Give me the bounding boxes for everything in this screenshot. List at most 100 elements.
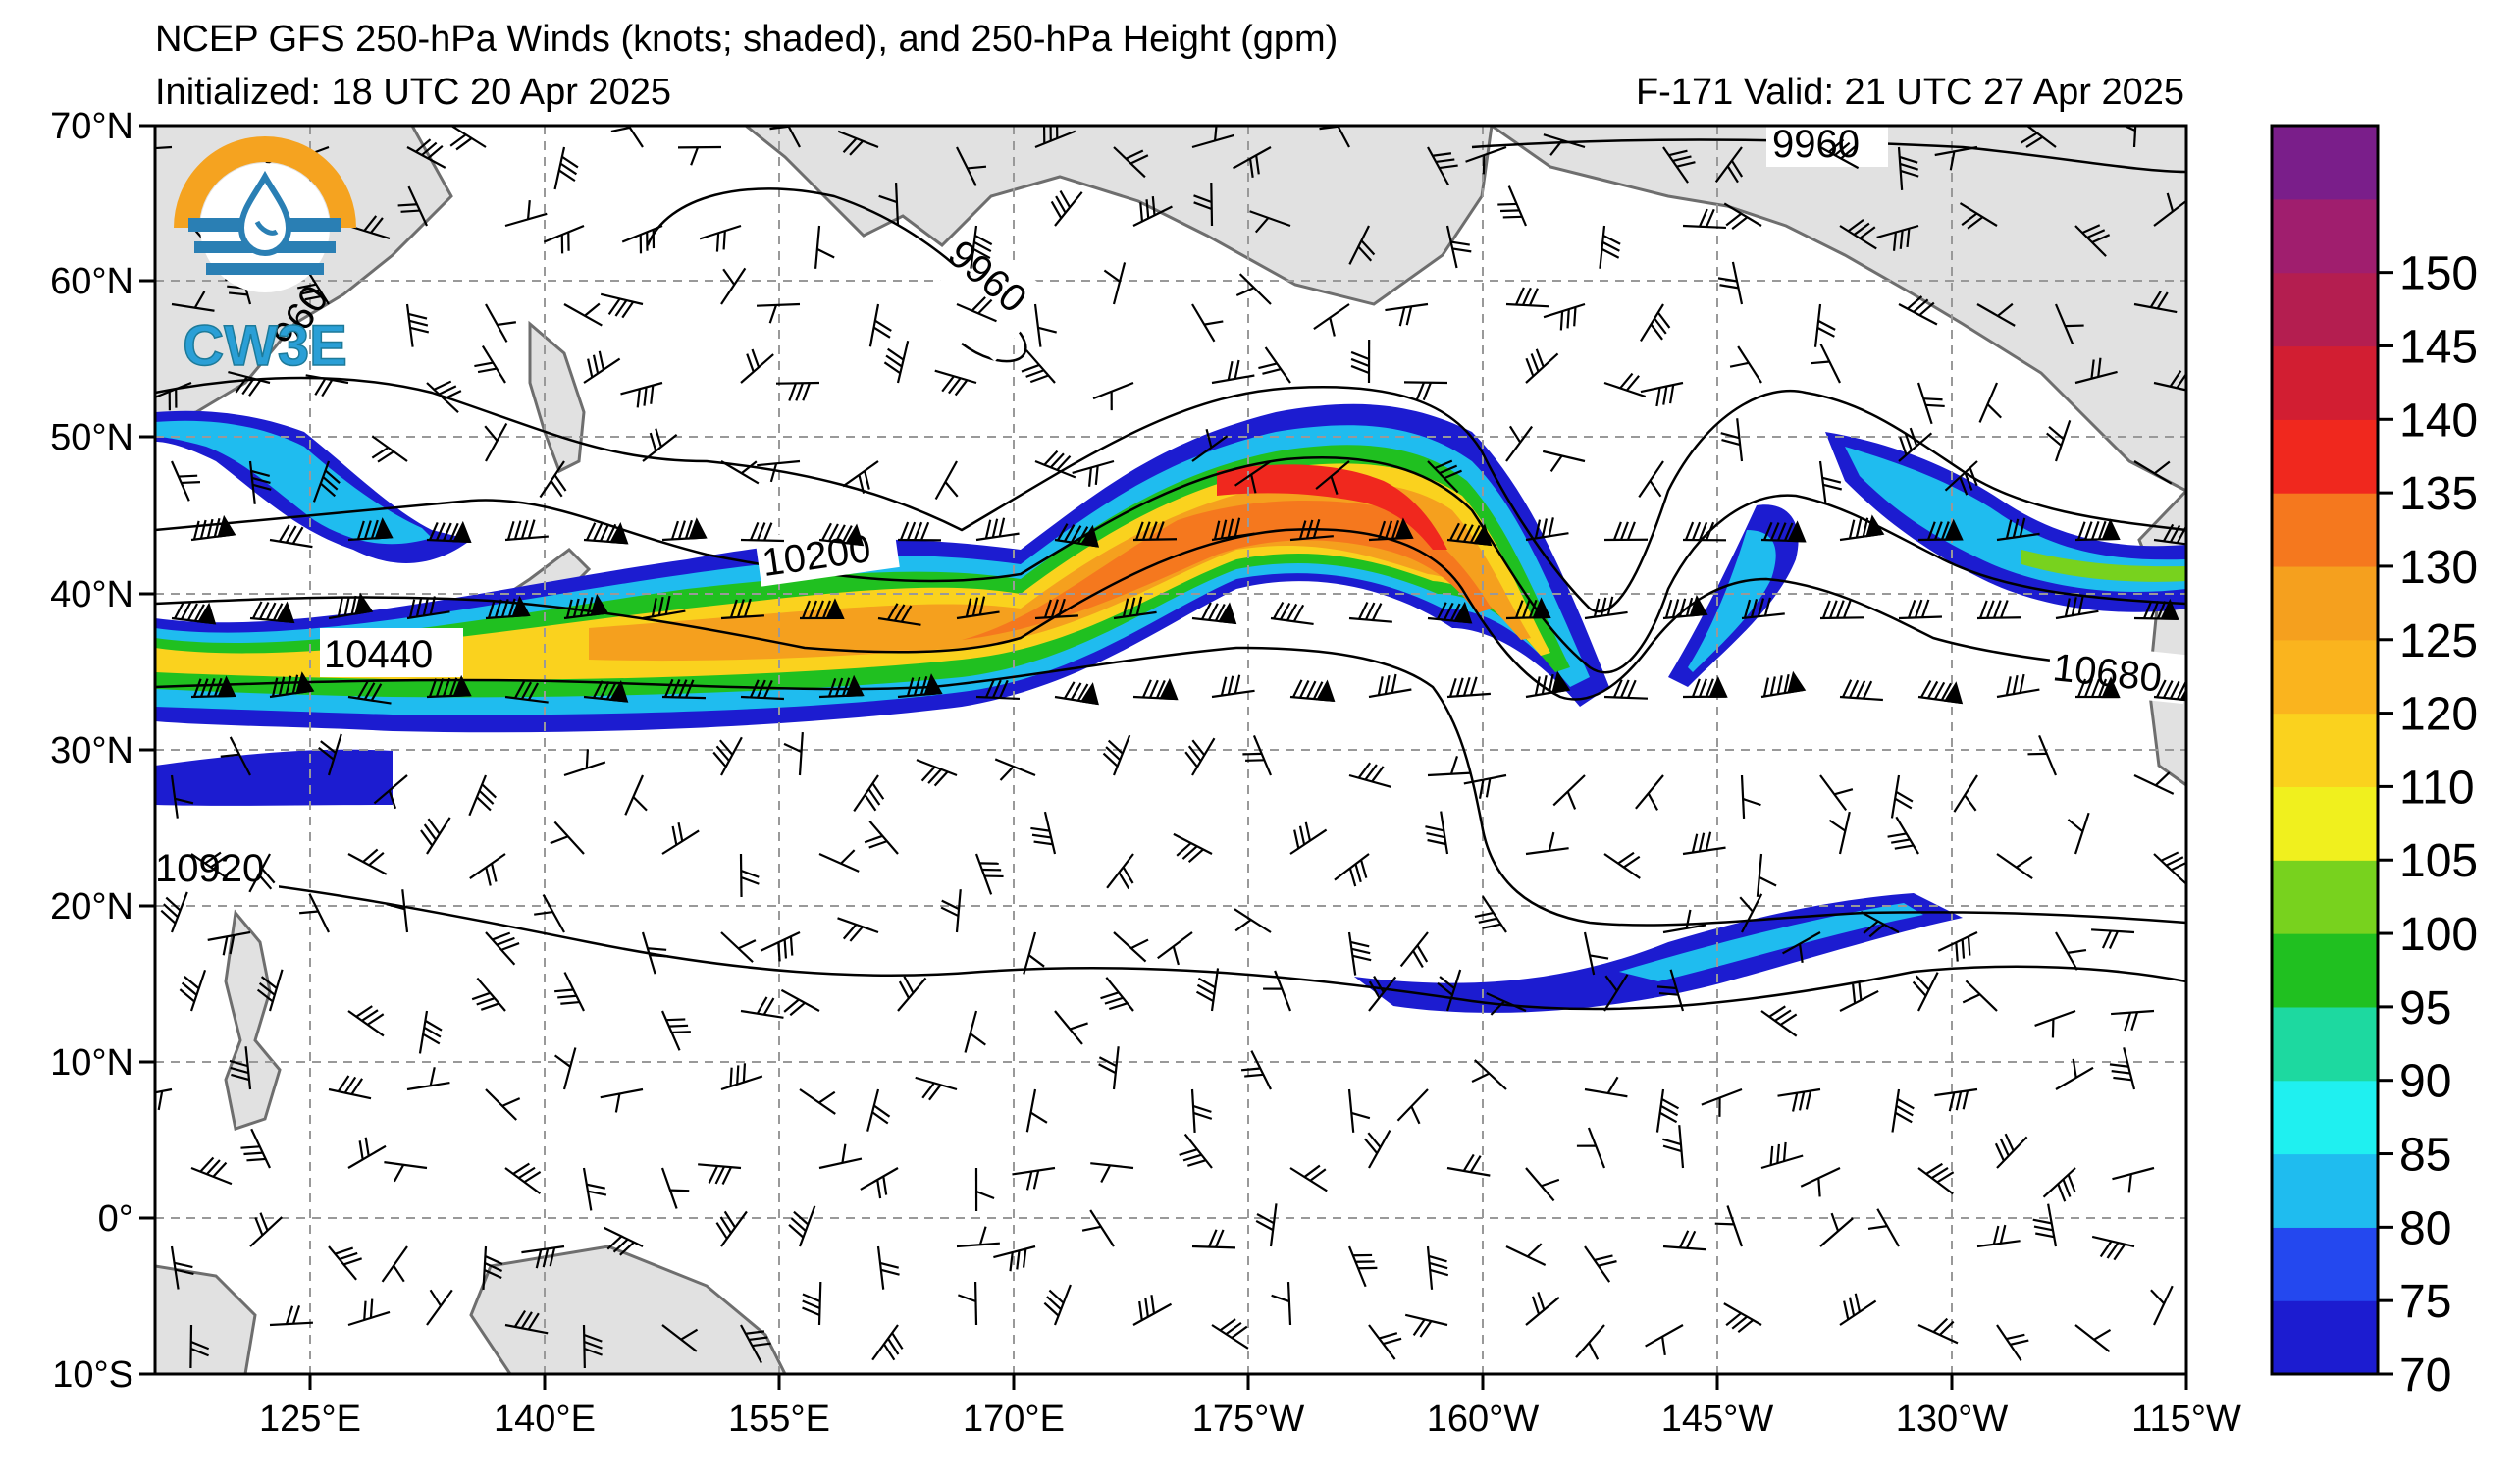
wind-barb (993, 1245, 1036, 1272)
wind-barb (1640, 381, 1684, 407)
wind-barb (1655, 1088, 1680, 1133)
wind-barb (1427, 146, 1458, 186)
wind-barb (2074, 224, 2111, 257)
lat-label: 10°S (52, 1354, 133, 1396)
wind-barb (170, 460, 201, 502)
lon-label: 160°W (1427, 1399, 1540, 1440)
wind-barb (720, 931, 757, 963)
wind-barb (897, 521, 942, 542)
lon-label: 145°W (1661, 1399, 1774, 1440)
wind-barb (1191, 303, 1224, 343)
wind-barb (1525, 1292, 1560, 1326)
wind-barb (550, 821, 585, 855)
wind-barb (1211, 359, 1255, 385)
wind-barb (1917, 679, 1964, 705)
wind-barb (1054, 681, 1099, 706)
wind-barb (1525, 670, 1571, 699)
wind-barb (720, 598, 764, 620)
wind-barb (1525, 517, 1569, 542)
lon-label: 140°E (494, 1399, 596, 1440)
wind-barb (1819, 138, 1860, 170)
wind-barb (720, 267, 747, 305)
wind-barb (1603, 974, 1629, 1012)
wind-barb (975, 517, 1020, 542)
wind-barb (249, 1212, 283, 1247)
wind-barb (170, 774, 194, 819)
colorbar-swatch (2272, 786, 2378, 861)
wind-barb (956, 146, 987, 186)
wind-barb (1132, 521, 1178, 542)
wind-barb (740, 521, 785, 543)
wind-barb (818, 522, 865, 547)
wind-barb (1404, 1313, 1448, 1338)
lat-label: 10°N (50, 1042, 133, 1084)
wind-barb (661, 517, 708, 542)
wind-barb (934, 460, 959, 501)
wind-barb (1505, 597, 1551, 620)
wind-barb (1437, 969, 1462, 1012)
land-kamchatka (528, 320, 586, 474)
wind-barb (1098, 1046, 1120, 1090)
wind-barb (916, 759, 958, 787)
wind-barb (563, 594, 609, 620)
logo-orange-arc (174, 136, 356, 229)
wind-barb (2074, 1324, 2112, 1352)
init-time: Initialized: 18 UTC 20 Apr 2025 (155, 72, 671, 113)
land-new-guinea (469, 1245, 787, 1374)
wind-barb (1760, 1141, 1804, 1170)
wind-barb (1917, 1317, 1959, 1345)
wind-barb (1270, 601, 1314, 626)
wind-barb (1682, 521, 1727, 542)
wind-barb (600, 292, 644, 319)
wind-barb (1525, 831, 1569, 856)
wind-barb (660, 1010, 691, 1051)
land-indonesia (155, 1264, 257, 1374)
wind-barb (405, 303, 430, 347)
wind-barb (1090, 1162, 1134, 1183)
wind-barb (1505, 425, 1533, 462)
wind-barb (897, 673, 943, 699)
wind-barb (2150, 1285, 2174, 1326)
colorbar-swatch (2272, 565, 2378, 641)
wind-barb (381, 1245, 408, 1283)
wind-barb (642, 428, 678, 462)
wind-barb (1034, 126, 1076, 149)
wind-barb (780, 988, 820, 1017)
wind-barb (1662, 909, 1706, 934)
colorbar-swatch (2272, 713, 2378, 788)
wind-barb (698, 1163, 742, 1185)
wind-barb (739, 853, 760, 898)
wind-barb (864, 820, 899, 855)
wind-barb (1092, 381, 1134, 411)
colorbar-swatch (2272, 639, 2378, 715)
wind-barb (553, 1047, 577, 1090)
colorbar-swatch (2272, 419, 2378, 494)
logo-text: CW3E (183, 314, 347, 378)
wind-barb (1249, 210, 1291, 234)
wind-barb (1334, 853, 1370, 887)
wind-barb (677, 145, 722, 166)
wind-barb (2067, 812, 2090, 855)
jet-subtropical-85kt (1619, 903, 1923, 981)
colorbar-swatch (2272, 493, 2378, 567)
wind-barb (1255, 1203, 1278, 1247)
lon-label: 170°E (963, 1399, 1065, 1440)
wind-barb (1819, 1212, 1854, 1247)
wind-barb (799, 1088, 836, 1115)
wind-barb (482, 1245, 503, 1290)
wind-barb (563, 302, 603, 327)
lat-label: 0° (98, 1198, 133, 1240)
wind-barb (940, 889, 962, 933)
wind-barb (248, 460, 272, 504)
colorbar-tick-label: 140 (2399, 395, 2478, 447)
wind-barb (1959, 202, 1998, 230)
wind-barb (868, 303, 892, 347)
wind-barb (471, 977, 506, 1012)
wind-barb (661, 678, 707, 700)
wind-barb (1132, 1295, 1173, 1326)
map-plot-area: 9960 9960 960 10200 10440 10680 10920 (155, 126, 2186, 1374)
colorbar-tick-label: 110 (2399, 762, 2475, 814)
wind-barb (1876, 224, 1919, 251)
wind-barb (818, 849, 860, 873)
wind-barb (171, 601, 217, 625)
